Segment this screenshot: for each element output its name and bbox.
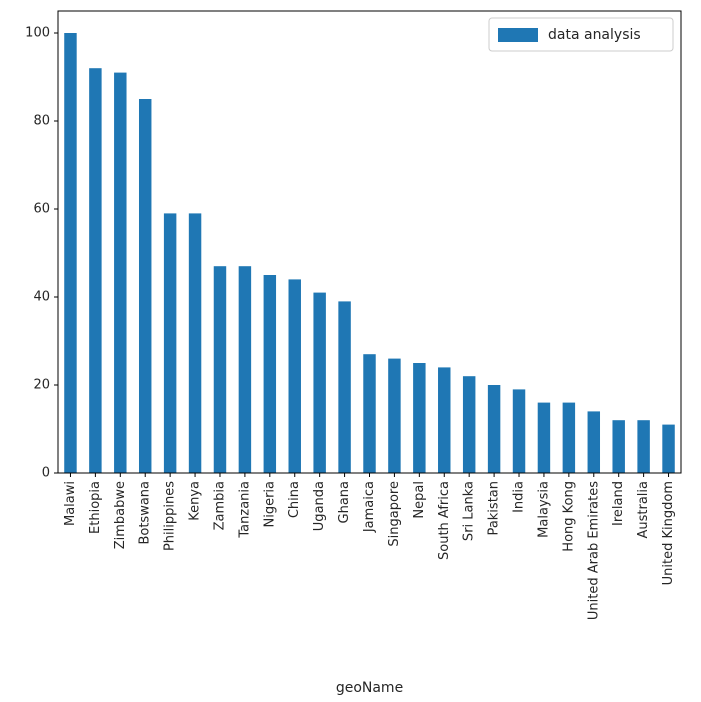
bar-botswana — [138, 99, 152, 473]
x-axis-title: geoName — [336, 680, 403, 696]
y-tick-label: 60 — [33, 202, 50, 217]
x-tick-label: China — [287, 481, 302, 518]
bar-hong-kong — [562, 402, 576, 473]
bar-south-africa — [438, 367, 451, 473]
x-tick-label: Singapore — [387, 481, 402, 547]
x-axis-ticks: Malawi Ethiopia Zimbabwe Botswana Philippine… — [63, 473, 676, 620]
bar-singapore — [388, 358, 401, 473]
x-tick-label: Uganda — [312, 481, 327, 531]
legend-box — [488, 17, 674, 52]
x-tick-label: Tanzania — [237, 481, 252, 539]
x-tick-label: United Kingdom — [661, 481, 676, 585]
x-tick-label: Nigeria — [262, 481, 277, 528]
bar-pakistan — [487, 385, 501, 473]
bar-united-arab-emirates — [587, 411, 601, 473]
bar-china — [288, 279, 301, 473]
x-tick-label: India — [512, 481, 527, 513]
bar-zimbabwe — [114, 72, 127, 473]
x-tick-label: Ireland — [611, 481, 626, 526]
bar-australia — [637, 420, 650, 473]
x-tick-label: Nepal — [412, 481, 427, 519]
bar-sri-lanka — [462, 376, 476, 473]
bar-india — [512, 389, 526, 473]
y-axis-ticks: 0 20 40 60 80 100 — [25, 26, 58, 481]
x-tick-label: Malaysia — [536, 481, 551, 538]
bar-ghana — [338, 301, 351, 473]
bar-malaysia — [537, 402, 551, 473]
bar-philippines — [163, 213, 177, 473]
bar-zambia — [213, 266, 227, 473]
y-tick-label: 20 — [33, 378, 50, 393]
y-tick-label: 0 — [42, 466, 50, 481]
x-tick-label: Sri Lanka — [462, 481, 477, 541]
x-tick-label: Hong Kong — [561, 481, 576, 552]
x-tick-label: Ghana — [337, 481, 352, 524]
bar-kenya — [188, 213, 202, 473]
bar-ireland — [612, 420, 625, 473]
x-tick-label: Pakistan — [487, 481, 502, 535]
y-tick-label: 100 — [25, 26, 50, 41]
x-tick-label: Australia — [636, 481, 651, 539]
x-tick-label: Philippines — [163, 481, 178, 551]
legend: data analysis — [488, 17, 674, 52]
bar-nepal — [413, 363, 426, 473]
bar-uganda — [313, 292, 326, 473]
plot-frame — [57, 10, 682, 474]
x-tick-label: Jamaica — [362, 481, 377, 533]
legend-swatch — [498, 28, 538, 42]
y-tick-label: 40 — [33, 290, 50, 305]
bar-united-kingdom — [662, 424, 675, 473]
bar-nigeria — [263, 275, 277, 473]
bar-tanzania — [238, 266, 252, 473]
legend-label: data analysis — [548, 27, 641, 43]
y-tick-label: 80 — [33, 114, 50, 129]
bars-group — [64, 33, 675, 473]
bar-jamaica — [363, 354, 376, 473]
x-tick-label: South Africa — [437, 481, 452, 560]
x-tick-label: Malawi — [63, 481, 78, 526]
x-tick-label: Ethiopia — [88, 481, 103, 534]
bar-malawi — [64, 33, 77, 473]
x-tick-label: Botswana — [138, 481, 153, 545]
x-tick-label: Zambia — [212, 481, 227, 530]
bar-ethiopia — [89, 68, 102, 473]
x-tick-label: Zimbabwe — [113, 481, 128, 549]
x-tick-label: Kenya — [188, 481, 203, 521]
x-tick-label: United Arab Emirates — [586, 481, 601, 620]
